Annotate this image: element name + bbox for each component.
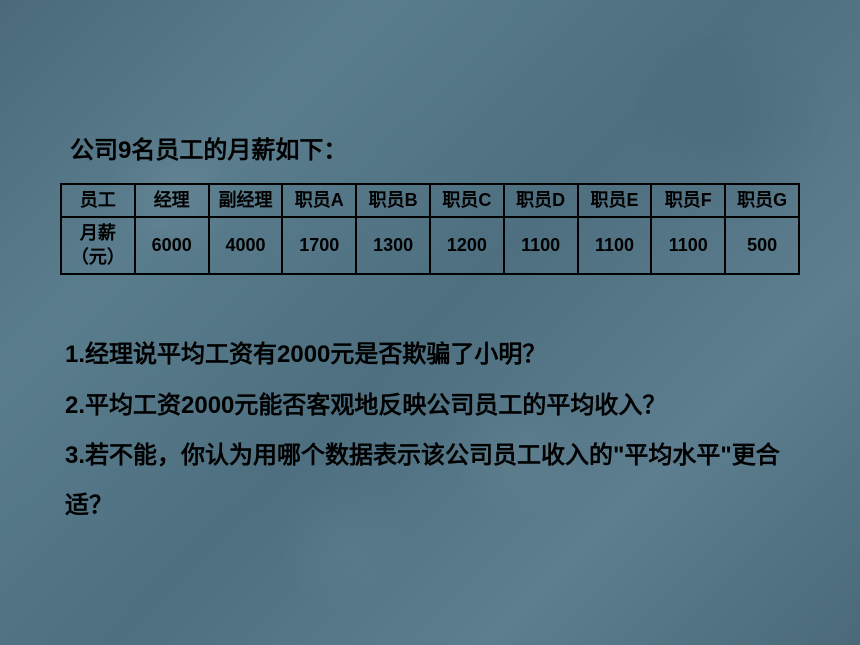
table-data-cell: 4000 — [209, 217, 283, 274]
question-item: 3.若不能，你认为用哪个数据表示该公司员工收入的"平均水平"更合适？ — [65, 431, 800, 532]
salary-table: 员工 经理 副经理 职员A 职员B 职员C 职员D 职员E 职员F 职员G 月薪… — [60, 183, 800, 275]
question-item: 1.经理说平均工资有2000元是否欺骗了小明？ — [65, 330, 800, 380]
table-data-cell: 6000 — [135, 217, 209, 274]
table-header-cell: 职员B — [356, 184, 430, 217]
table-header-cell: 职员F — [651, 184, 725, 217]
slide-title: 公司9名员工的月薪如下： — [60, 130, 800, 165]
header-row-label: 员工 — [61, 184, 135, 217]
table-data-cell: 1700 — [282, 217, 356, 274]
table-header-cell: 副经理 — [209, 184, 283, 217]
question-item: 2.平均工资2000元能否客观地反映公司员工的平均收入？ — [65, 381, 800, 431]
table-data-row: 月薪（元） 6000 4000 1700 1300 1200 1100 1100… — [61, 217, 799, 274]
table-data-cell: 1300 — [356, 217, 430, 274]
table-header-row: 员工 经理 副经理 职员A 职员B 职员C 职员D 职员E 职员F 职员G — [61, 184, 799, 217]
table-data-cell: 1100 — [651, 217, 725, 274]
table-data-cell: 1200 — [430, 217, 504, 274]
table-data-cell: 1100 — [504, 217, 578, 274]
table-header-cell: 职员A — [282, 184, 356, 217]
questions-block: 1.经理说平均工资有2000元是否欺骗了小明？ 2.平均工资2000元能否客观地… — [60, 330, 800, 532]
table-header-cell: 职员G — [725, 184, 799, 217]
table-header-cell: 职员D — [504, 184, 578, 217]
data-row-label: 月薪（元） — [61, 217, 135, 274]
slide-content: 公司9名员工的月薪如下： 员工 经理 副经理 职员A 职员B 职员C 职员D 职… — [0, 0, 860, 532]
table-header-cell: 职员E — [578, 184, 652, 217]
table-header-cell: 职员C — [430, 184, 504, 217]
table-data-cell: 1100 — [578, 217, 652, 274]
table-header-cell: 经理 — [135, 184, 209, 217]
table-data-cell: 500 — [725, 217, 799, 274]
